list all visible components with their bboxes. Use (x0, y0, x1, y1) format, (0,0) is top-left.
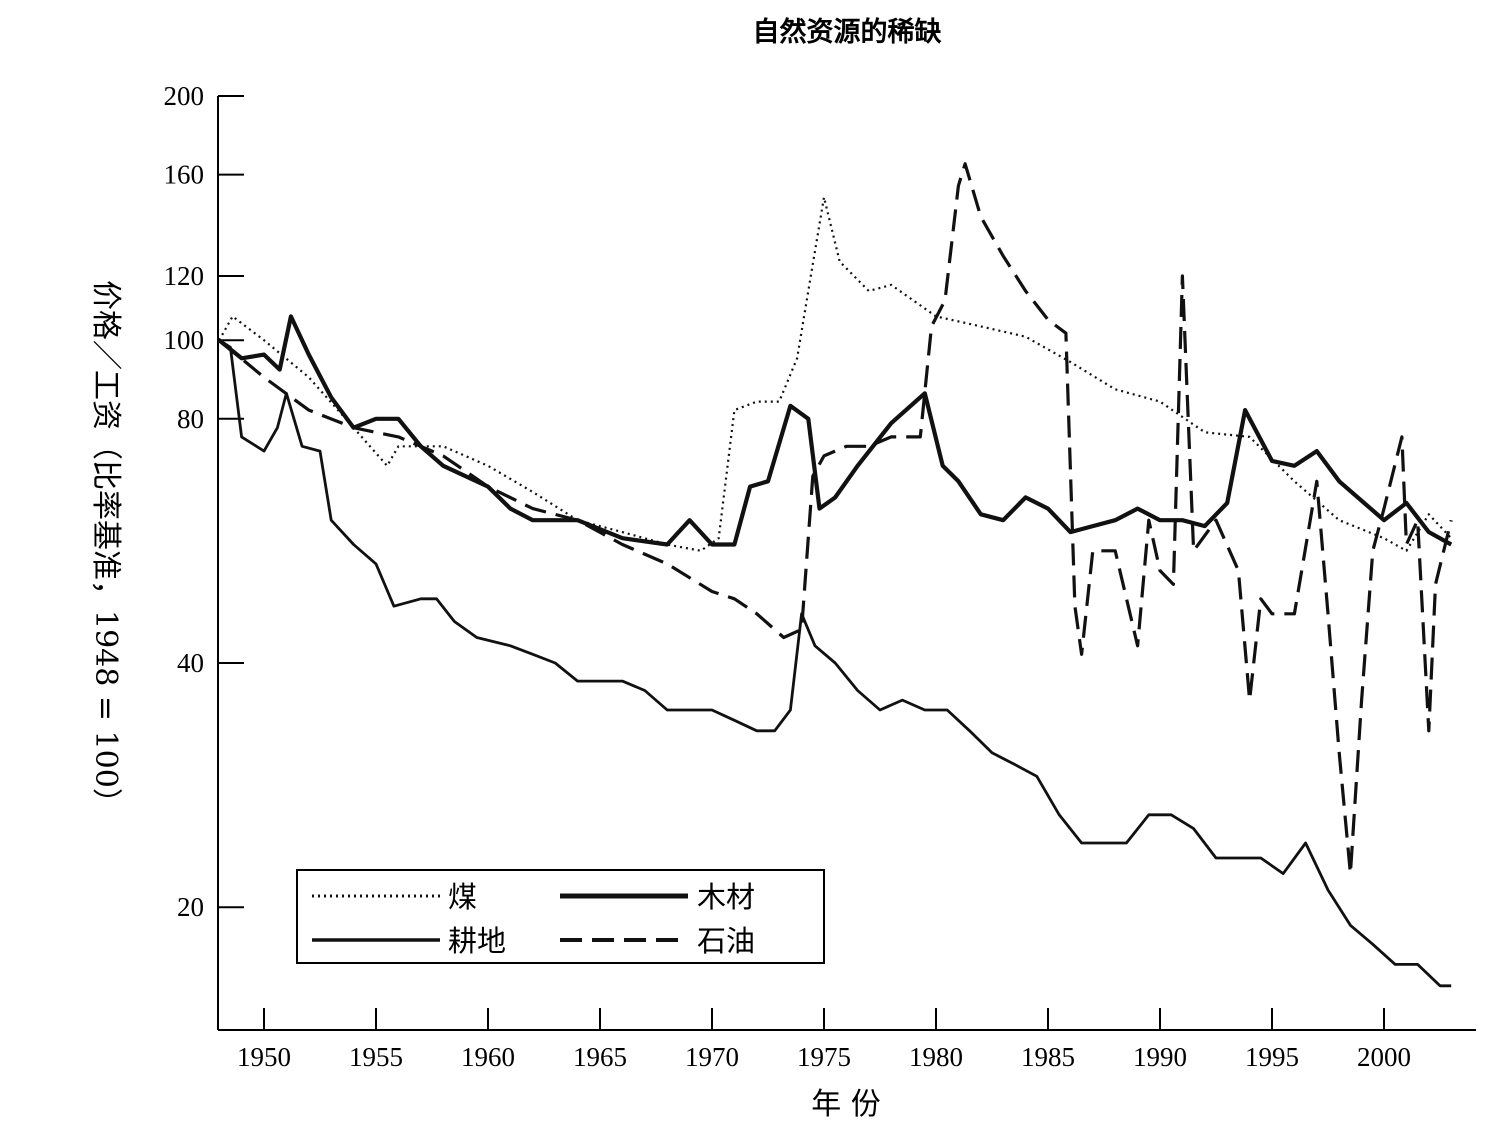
x-tick-label-1995: 1995 (1245, 1042, 1299, 1072)
y-tick-label-40: 40 (177, 648, 204, 678)
legend-label-2: 木材 (697, 880, 755, 914)
chart-title: 自然资源的稀缺 (753, 16, 942, 48)
x-axis-ticks: 1950 1955 1960 1965 1970 1975 1980 1985 1990 1995… (237, 1008, 1411, 1072)
x-tick-label-1985: 1985 (1021, 1042, 1075, 1072)
x-tick-label-1980: 1980 (909, 1042, 963, 1072)
y-tick-label-200: 200 (164, 81, 205, 111)
y-tick-label-20: 20 (177, 892, 204, 922)
x-tick-label-1965: 1965 (573, 1042, 627, 1072)
x-axis-title: 年 份 (811, 1087, 881, 1122)
y-axis-title: 价格／工资（比率基准，1948 = 100） (88, 280, 123, 818)
y-tick-label-160: 160 (164, 160, 205, 190)
y-tick-label-120: 120 (164, 261, 205, 291)
y-axis-ticks: 20 40 80 100 120 160 200 (164, 81, 244, 922)
x-tick-label-2000: 2000 (1357, 1042, 1411, 1072)
x-tick-label-1975: 1975 (797, 1042, 851, 1072)
series-line-4 (218, 162, 1453, 876)
series-line-2 (217, 314, 1453, 547)
x-tick-label-1990: 1990 (1133, 1042, 1187, 1072)
legend-label-4: 石油 (697, 924, 755, 958)
legend-label-1: 煤 (448, 880, 477, 914)
legend-label-3: 耕地 (448, 924, 506, 958)
x-tick-label-1950: 1950 (237, 1042, 291, 1072)
x-tick-label-1955: 1955 (349, 1042, 403, 1072)
series-layer (217, 162, 1453, 988)
legend-box (296, 869, 825, 964)
x-tick-label-1960: 1960 (461, 1042, 515, 1072)
y-tick-label-80: 80 (177, 404, 204, 434)
x-tick-label-1970: 1970 (685, 1042, 739, 1072)
y-tick-label-100: 100 (164, 325, 205, 355)
